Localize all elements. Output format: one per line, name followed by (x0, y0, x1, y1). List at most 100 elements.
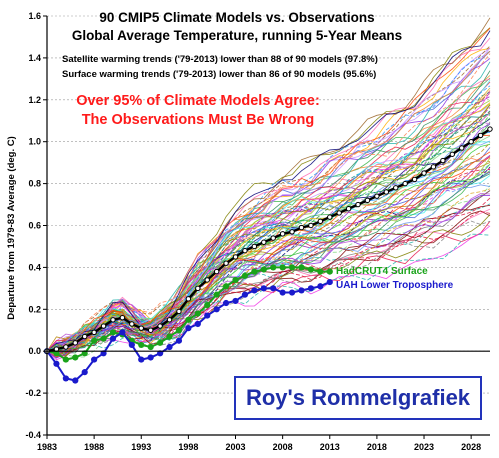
y-tick-label: -0.4 (25, 430, 41, 440)
x-tick-label: 2013 (320, 442, 340, 452)
series-point-0 (459, 145, 465, 151)
y-tick-label: 1.4 (28, 53, 41, 63)
series-point-0 (430, 164, 437, 170)
series-point-0 (110, 317, 116, 323)
legend-uah: UAH Lower Troposphere (336, 280, 454, 291)
series-point-1 (72, 354, 79, 361)
y-axis-label: Departure from 1979-83 Average (deg. C) (6, 136, 17, 320)
y-tick-label: 0.4 (28, 262, 41, 272)
model-run-line (46, 53, 491, 357)
series-point-0 (374, 193, 380, 199)
model-run-line (46, 27, 491, 352)
series-point-0 (336, 210, 342, 216)
series-point-2 (72, 377, 79, 384)
series-point-0 (242, 247, 248, 254)
y-tick-label: 1.2 (28, 95, 41, 105)
model-run-line (46, 47, 491, 352)
series-point-2 (260, 285, 267, 292)
series-point-1 (100, 335, 107, 342)
series-point-0 (449, 151, 455, 157)
series-point-1 (298, 264, 305, 271)
series-point-0 (261, 239, 267, 245)
series-point-0 (195, 285, 201, 292)
series-point-0 (251, 243, 258, 250)
model-run-line (46, 123, 491, 359)
series-point-1 (213, 291, 220, 298)
series-point-0 (308, 222, 314, 229)
y-tick-label: 1.6 (28, 11, 41, 21)
headline-line-2: The Observations Must Be Wrong (82, 112, 315, 128)
series-point-2 (298, 287, 305, 294)
series-point-0 (138, 325, 144, 331)
series-point-2 (204, 312, 211, 319)
series-point-0 (129, 321, 135, 327)
series-point-2 (317, 283, 324, 290)
model-runs (46, 17, 491, 361)
series-point-0 (213, 268, 220, 275)
series-point-2 (62, 375, 69, 382)
legend-hadcrut4: HadCRUT4 Surface (336, 266, 428, 277)
series-point-2 (128, 341, 135, 349)
series-point-1 (194, 310, 201, 317)
series-point-0 (393, 185, 399, 191)
series-point-1 (157, 339, 164, 346)
series-point-1 (204, 302, 211, 309)
series-point-1 (279, 264, 286, 271)
series-point-0 (91, 329, 97, 336)
headline-line-1: Over 95% of Climate Models Agree: (76, 93, 320, 109)
series-point-1 (251, 268, 258, 275)
series-point-2 (91, 356, 98, 363)
series-point-1 (260, 266, 267, 273)
series-point-1 (175, 327, 183, 334)
y-tick-label: -0.2 (25, 388, 41, 398)
series-point-0 (176, 308, 182, 315)
series-point-0 (185, 296, 192, 302)
series-point-0 (72, 340, 78, 346)
model-run-line (46, 110, 491, 354)
series-point-1 (326, 268, 333, 275)
series-point-2 (81, 369, 88, 376)
model-run-line (46, 58, 491, 352)
series-point-1 (109, 329, 117, 336)
series-point-2 (138, 356, 145, 363)
chart-subtitle: Global Average Temperature, running 5-Ye… (72, 28, 402, 43)
x-tick-label: 1993 (131, 442, 151, 452)
series-point-1 (270, 264, 277, 271)
axes: -0.4 -0.2 0.0 0.2 0.4 0.6 0.8 1.0 1.2 1.4 1.6 1983 1… (25, 11, 490, 452)
series-point-0 (166, 317, 173, 323)
series-point-1 (288, 264, 296, 271)
series-point-0 (345, 206, 352, 212)
y-tick-label: 0.6 (28, 221, 41, 231)
series-point-0 (487, 126, 493, 132)
model-run-line (46, 50, 491, 352)
series-point-0 (298, 224, 305, 231)
series-point-1 (232, 276, 239, 284)
chart-title: 90 CMIP5 Climate Models vs. Observations (99, 10, 374, 25)
series-point-0 (63, 344, 69, 350)
series-point-1 (91, 337, 98, 344)
series-point-1 (222, 283, 230, 290)
series-point-1 (185, 316, 192, 323)
model-run-line (46, 188, 491, 352)
series-point-0 (82, 333, 88, 340)
model-run-line (46, 225, 491, 361)
series-point-0 (223, 260, 229, 266)
x-tick-label: 2008 (273, 442, 293, 452)
series-point-0 (383, 189, 390, 195)
model-run-line (46, 17, 491, 357)
series-point-0 (119, 314, 126, 321)
series-point-1 (241, 272, 249, 279)
y-tick-label: 0.2 (28, 304, 41, 314)
series-point-2 (175, 337, 183, 344)
model-run-line (46, 151, 491, 352)
x-tick-label: 2023 (414, 442, 434, 452)
model-run-line (46, 203, 491, 352)
series-point-0 (477, 132, 484, 139)
series-point-2 (279, 289, 286, 296)
x-tick-label: 2028 (461, 442, 481, 452)
brand-label: Roy's Rommelgrafiek (245, 385, 471, 410)
series-point-0 (355, 201, 361, 208)
series-point-2 (213, 306, 220, 313)
series-point-2 (307, 285, 315, 292)
